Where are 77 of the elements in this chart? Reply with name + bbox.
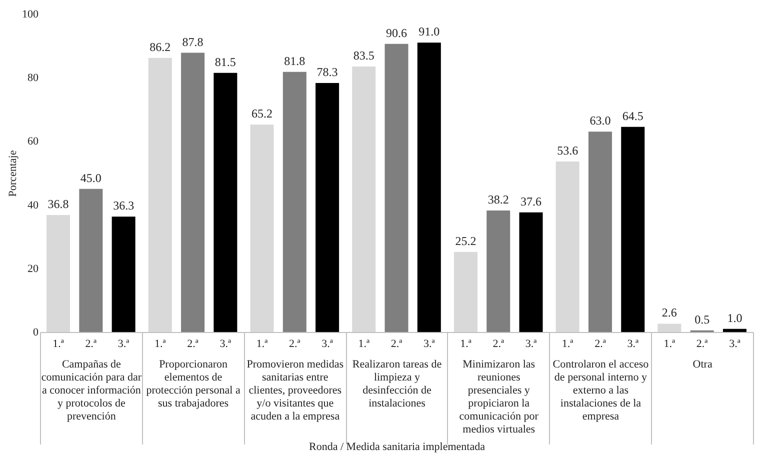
data-label: 53.6 xyxy=(557,144,578,158)
text: 1.ª xyxy=(460,338,472,350)
bar xyxy=(148,58,172,332)
data-label: 81.8 xyxy=(284,54,306,68)
data-label: 91.0 xyxy=(418,24,440,39)
text: 2.ª xyxy=(187,338,198,350)
bar xyxy=(417,42,441,332)
bar xyxy=(282,72,306,332)
data-label: 83.5 xyxy=(353,48,374,62)
data-label: 78.3 xyxy=(316,65,338,80)
text: 2.ª xyxy=(492,338,504,350)
text: 3.ª xyxy=(627,338,639,350)
bar xyxy=(556,162,580,332)
data-label: 38.2 xyxy=(488,192,509,207)
data-label: 36.8 xyxy=(48,196,69,211)
text: 3.ª xyxy=(424,338,435,350)
x-axis-title: Ronda / Medida sanitaria implementada xyxy=(309,441,486,453)
y-axis-title: Porcentaje xyxy=(7,150,19,197)
bar xyxy=(214,72,238,332)
bar xyxy=(658,324,682,332)
x-tick-label: Proporcionaron elementos de protección personal a sus trabajadores xyxy=(146,358,240,410)
data-label: 64.5 xyxy=(622,108,644,123)
text: 2.ª xyxy=(288,338,300,350)
data-label: 86.2 xyxy=(150,40,171,54)
y-tick-label: 20 xyxy=(28,262,39,275)
x-tick-label: Promovieron medidas sanitarias entre clientes, proveedores y/o visitantes que acuden a la empresa xyxy=(246,358,344,422)
series-label: 3.ª xyxy=(118,338,130,350)
bar xyxy=(384,44,408,332)
text: 3.ª xyxy=(729,338,740,350)
bar xyxy=(250,124,274,332)
text: 3.ª xyxy=(525,338,537,350)
bar xyxy=(79,188,103,332)
x-tick-label: Realizaron tareas de limpieza y desinfección de instalaciones xyxy=(352,358,442,410)
y-tick-label: 60 xyxy=(28,136,39,148)
bar xyxy=(621,126,645,332)
y-tick-label: 40 xyxy=(28,199,39,212)
bar xyxy=(722,328,746,332)
x-tick-label: Campañas de comunicación para dar a conocer información y protocolos de prevención xyxy=(41,358,142,422)
bar xyxy=(316,83,340,332)
data-label: 0.5 xyxy=(694,312,710,326)
series-label: 1.ª xyxy=(52,338,65,350)
data-label: 36.3 xyxy=(113,198,134,213)
bar xyxy=(486,210,510,332)
x-tick-label: Controlaron el acceso de personal interno y externo a las instalaciones de la empresa xyxy=(552,358,650,422)
text: 1.ª xyxy=(358,338,370,350)
x-tick-label: Otra xyxy=(692,358,712,370)
bar xyxy=(454,252,478,332)
x-tick-label: Minimizaron las reuniones presenciales y propiciaron la comunicación por medios virtuales xyxy=(459,358,539,436)
data-label: 65.2 xyxy=(251,106,272,121)
bar xyxy=(112,216,136,332)
y-tick-label: 100 xyxy=(22,8,39,20)
text: 1.ª xyxy=(664,338,676,350)
text: 2.ª xyxy=(390,338,402,350)
data-label: 25.2 xyxy=(455,234,476,248)
data-label: 87.8 xyxy=(182,34,204,49)
bar xyxy=(519,212,543,332)
text: 2.ª xyxy=(696,338,708,350)
data-label: 37.6 xyxy=(520,194,542,208)
series-label: 2.ª xyxy=(85,338,98,350)
text: 1.ª xyxy=(562,338,574,350)
data-label: 63.0 xyxy=(590,114,611,128)
bar xyxy=(588,132,612,332)
y-tick-label: 0 xyxy=(33,326,39,338)
data-label: 90.6 xyxy=(386,26,407,40)
text: 1.ª xyxy=(154,338,166,350)
data-label: 1.0 xyxy=(727,310,742,325)
bar xyxy=(181,52,205,332)
data-label: 45.0 xyxy=(80,170,102,185)
data-label: 2.6 xyxy=(662,306,677,320)
y-tick-label: 80 xyxy=(28,72,39,84)
text: 1.ª xyxy=(256,338,268,350)
bar xyxy=(352,66,376,332)
data-label: 81.5 xyxy=(214,54,236,69)
bar xyxy=(46,214,70,332)
text: 2.ª xyxy=(594,338,606,350)
text: 3.ª xyxy=(220,338,232,350)
text: 3.ª xyxy=(322,338,333,350)
